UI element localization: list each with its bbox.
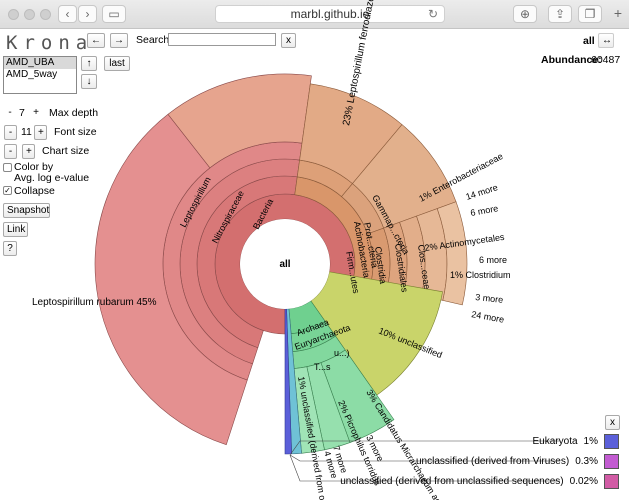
back-icon[interactable]: ‹: [58, 5, 77, 23]
download-icon[interactable]: ⊕: [513, 5, 537, 23]
search-input[interactable]: [168, 33, 276, 46]
key-item-percent: 0.3%: [575, 456, 598, 467]
key-item[interactable]: Eukaryota 1%: [533, 434, 619, 449]
abundance-label: Abundance:: [541, 54, 602, 66]
dataset-up-button[interactable]: ↑: [81, 56, 97, 71]
key-item-name: unclassified (derived from unclassified …: [340, 476, 564, 487]
color-by-checkbox[interactable]: [3, 163, 12, 172]
key-item-percent: 1%: [583, 436, 598, 447]
expand-button[interactable]: ↔: [598, 33, 614, 48]
reload-icon[interactable]: ↻: [427, 7, 438, 21]
url-text: marbl.github.io: [290, 7, 370, 21]
color-by-sublabel: Avg. log e-value: [14, 172, 90, 184]
search-label: Search:: [136, 34, 173, 46]
browser-toolbar: ‹ › ▭ marbl.github.io ↻ ⊕ ⇪ ❐ +: [0, 0, 629, 29]
minimize-window-button[interactable]: [24, 9, 35, 20]
wedge-leptospirillum-ferrodiazo[interactable]: [167, 73, 312, 169]
key-leader-line: [289, 440, 560, 456]
key-item-percent: 0.02%: [569, 476, 598, 487]
new-tab-icon[interactable]: +: [613, 5, 623, 21]
collapse-label: Collapse: [14, 185, 55, 197]
key-item-name: unclassified (derived from Viruses): [415, 456, 570, 467]
share-icon[interactable]: ⇪: [548, 5, 572, 23]
font-size-label: Font size: [54, 126, 97, 138]
label-clostridium: 1% Clostridium: [450, 270, 511, 280]
close-window-button[interactable]: [8, 9, 19, 20]
max-depth-label: Max depth: [49, 107, 99, 119]
tabs-icon[interactable]: ❐: [578, 5, 602, 23]
key-leader-line: [289, 454, 560, 462]
label-14-more: 14 more: [465, 182, 500, 202]
label-24-more: 24 more: [471, 309, 505, 325]
label-unclassified-archaea: u...): [334, 348, 350, 358]
search-clear-button[interactable]: x: [281, 33, 296, 48]
key-close-button[interactable]: x: [605, 415, 620, 430]
label-6-more-a: 6 more: [470, 203, 499, 218]
krona-logo: Krona: [6, 32, 94, 54]
abundance-value: 60487: [591, 54, 621, 66]
dataset-item[interactable]: AMD_5way: [6, 69, 58, 80]
key-item-swatch: [604, 454, 619, 469]
key-item-swatch: [604, 434, 619, 449]
key-item[interactable]: unclassified (derived from unclassified …: [340, 474, 619, 489]
chart-size-plus-button[interactable]: +: [22, 144, 35, 159]
chart-size-minus-button[interactable]: -: [4, 144, 17, 159]
chart-wedges: [94, 73, 468, 455]
collapse-checkbox[interactable]: ✓: [3, 186, 12, 195]
label-leptospirillum-rubarum: Leptospirillum rubarum 45%: [32, 297, 157, 308]
label-3-more-a: 3 more: [475, 292, 504, 305]
dataset-item[interactable]: AMD_UBA: [4, 57, 76, 69]
center-label: all: [279, 259, 290, 270]
key-leader-line: [289, 454, 560, 482]
zoom-window-button[interactable]: [40, 9, 51, 20]
key-item-name: Eukaryota: [532, 436, 578, 447]
help-button[interactable]: ?: [3, 241, 17, 256]
history-back-button[interactable]: ←: [87, 33, 105, 48]
max-depth-minus-button[interactable]: -: [8, 107, 12, 118]
max-depth-plus-button[interactable]: +: [33, 107, 39, 118]
center-hole: [240, 219, 330, 309]
font-size-minus-button[interactable]: -: [4, 125, 17, 140]
key-item-swatch: [604, 474, 619, 489]
focus-label: all: [583, 35, 595, 47]
address-bar[interactable]: marbl.github.io ↻: [215, 5, 445, 23]
dataset-list[interactable]: AMD_UBA AMD_5way: [3, 56, 77, 94]
dataset-down-button[interactable]: ↓: [81, 74, 97, 89]
font-size-value: 11: [21, 126, 32, 138]
label-thermoplasmata: T...s: [314, 362, 331, 372]
dataset-last-button[interactable]: last: [104, 56, 130, 71]
history-forward-button[interactable]: →: [110, 33, 128, 48]
key-item[interactable]: unclassified (derived from Viruses) 0.3%: [416, 454, 619, 469]
color-by-label: Color by: [14, 161, 54, 173]
chart-size-label: Chart size: [42, 145, 90, 157]
wedge-leptospirillum-rubarum[interactable]: [94, 113, 248, 446]
forward-icon[interactable]: ›: [78, 5, 97, 23]
key-leader-lines: [289, 440, 560, 482]
max-depth-value: 7: [19, 107, 25, 119]
font-size-plus-button[interactable]: +: [34, 125, 47, 140]
snapshot-button[interactable]: Snapshot: [3, 203, 50, 218]
wedge-clostridium[interactable]: [436, 201, 468, 306]
link-button[interactable]: Link: [3, 222, 28, 237]
label-6-more-b: 6 more: [479, 255, 507, 265]
sidebar-icon[interactable]: ▭: [102, 5, 126, 23]
